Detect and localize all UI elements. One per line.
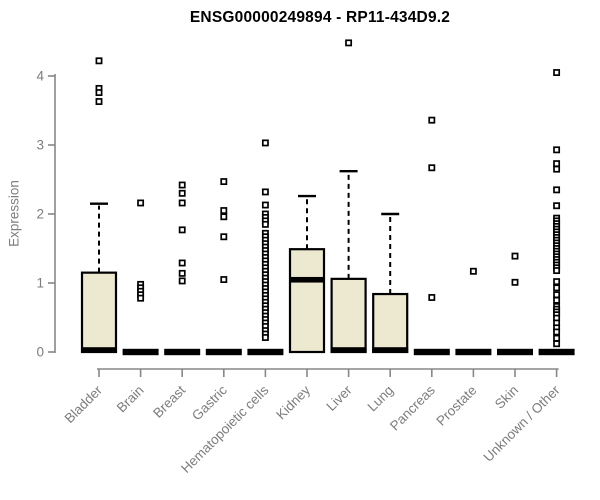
outlier-point-hematopoietic-cells bbox=[261, 334, 269, 341]
outlier-point-pancreas bbox=[428, 116, 436, 124]
x-tick-label-kidney: Kidney bbox=[273, 382, 313, 422]
outlier-point-hematopoietic-cells bbox=[261, 220, 269, 228]
outlier-point-unknown-other bbox=[553, 340, 561, 348]
outlier-point-breast bbox=[178, 189, 186, 197]
x-tick-label-bladder: Bladder bbox=[62, 382, 106, 426]
median-kidney bbox=[289, 276, 325, 283]
x-tick-label-unknown-other: Unknown / Other bbox=[480, 382, 563, 465]
outlier-point-unknown-other bbox=[553, 146, 561, 154]
outlier-point-unknown-other bbox=[553, 267, 561, 275]
box-prostate bbox=[455, 348, 492, 356]
y-tick-label: 3 bbox=[36, 138, 44, 153]
outlier-point-unknown-other bbox=[553, 202, 561, 210]
outlier-point-bladder bbox=[95, 89, 103, 97]
outlier-point-unknown-other bbox=[553, 69, 561, 76]
outlier-point-breast bbox=[178, 269, 186, 277]
box-bladder bbox=[80, 271, 118, 354]
outlier-point-unknown-other bbox=[553, 328, 561, 336]
outlier-point-gastric bbox=[220, 207, 228, 214]
y-tick-label: 1 bbox=[36, 276, 44, 291]
box-gastric bbox=[205, 348, 242, 356]
outlier-point-breast bbox=[178, 259, 186, 267]
outlier-point-unknown-other bbox=[553, 278, 561, 286]
outlier-point-unknown-other bbox=[553, 186, 561, 194]
x-tick-label-pancreas: Pancreas bbox=[387, 382, 438, 433]
outlier-point-brain bbox=[137, 294, 145, 302]
outlier-point-pancreas bbox=[428, 164, 436, 172]
outlier-point-liver bbox=[345, 39, 353, 47]
y-tick-label: 2 bbox=[36, 207, 44, 222]
outlier-point-skin bbox=[511, 278, 519, 286]
outlier-point-gastric bbox=[220, 178, 228, 186]
box-skin bbox=[497, 348, 533, 356]
outlier-point-hematopoietic-cells bbox=[261, 188, 269, 196]
outlier-point-gastric bbox=[220, 233, 228, 241]
outlier-point-unknown-other bbox=[553, 165, 561, 173]
median-lung bbox=[372, 347, 409, 353]
outlier-point-unknown-other bbox=[553, 160, 561, 168]
outlier-point-brain bbox=[137, 199, 145, 207]
outlier-point-breast bbox=[178, 226, 186, 234]
x-tick-label-gastric: Gastric bbox=[189, 382, 230, 423]
outlier-point-unknown-other bbox=[553, 334, 561, 342]
outlier-point-gastric bbox=[220, 213, 228, 221]
outlier-point-unknown-other bbox=[553, 291, 561, 299]
box-breast bbox=[164, 348, 201, 356]
box-liver bbox=[330, 277, 367, 354]
box-lung bbox=[372, 292, 409, 354]
x-tick-label-lung: Lung bbox=[364, 383, 396, 415]
x-tick-label-skin: Skin bbox=[492, 383, 521, 412]
outlier-point-hematopoietic-cells bbox=[261, 139, 269, 147]
outlier-point-prostate bbox=[469, 267, 477, 275]
median-liver bbox=[330, 347, 367, 353]
outlier-point-pancreas bbox=[428, 294, 436, 301]
median-bladder bbox=[81, 347, 117, 353]
chart-title: ENSG00000249894 - RP11-434D9.2 bbox=[189, 9, 451, 26]
outlier-point-hematopoietic-cells bbox=[261, 201, 269, 209]
y-tick-label: 4 bbox=[36, 69, 44, 84]
x-tick-label-prostate: Prostate bbox=[433, 383, 479, 429]
outlier-point-breast bbox=[178, 199, 186, 207]
outlier-point-unknown-other bbox=[553, 284, 561, 292]
x-tick-label-brain: Brain bbox=[114, 383, 147, 416]
x-tick-label-liver: Liver bbox=[323, 382, 355, 414]
outlier-point-skin bbox=[511, 252, 519, 260]
box-unknown-other bbox=[538, 348, 575, 356]
outlier-point-bladder bbox=[95, 57, 103, 65]
outlier-point-unknown-other bbox=[553, 296, 561, 304]
outlier-point-bladder bbox=[95, 98, 103, 105]
box-pancreas bbox=[413, 348, 450, 356]
x-tick-label-breast: Breast bbox=[150, 382, 188, 420]
box-hematopoietic-cells bbox=[247, 348, 284, 356]
box-kidney bbox=[288, 248, 326, 354]
outlier-point-gastric bbox=[220, 276, 228, 284]
box-brain bbox=[122, 348, 159, 356]
y-tick-label: 0 bbox=[36, 345, 44, 360]
outlier-point-breast bbox=[178, 277, 186, 285]
outlier-point-breast bbox=[178, 181, 186, 189]
